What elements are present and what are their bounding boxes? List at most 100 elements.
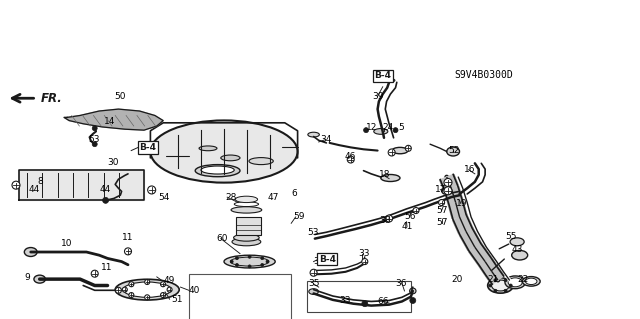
Ellipse shape bbox=[488, 278, 513, 293]
Text: FR.: FR. bbox=[41, 92, 63, 105]
Circle shape bbox=[167, 287, 172, 292]
Text: 36: 36 bbox=[396, 279, 407, 288]
Ellipse shape bbox=[512, 250, 528, 260]
Circle shape bbox=[145, 279, 150, 285]
Text: 33: 33 bbox=[339, 296, 351, 305]
Ellipse shape bbox=[383, 78, 395, 82]
Text: 49: 49 bbox=[163, 276, 175, 285]
Circle shape bbox=[362, 259, 368, 264]
Text: 17: 17 bbox=[435, 185, 447, 194]
Text: 53: 53 bbox=[307, 228, 319, 237]
Circle shape bbox=[92, 126, 97, 131]
Circle shape bbox=[12, 181, 20, 189]
Text: 34: 34 bbox=[320, 135, 332, 144]
Text: 54: 54 bbox=[159, 193, 170, 202]
Bar bbox=[307, 281, 411, 312]
Circle shape bbox=[92, 270, 98, 277]
Ellipse shape bbox=[447, 147, 460, 156]
Circle shape bbox=[122, 287, 127, 292]
Ellipse shape bbox=[201, 166, 234, 174]
Ellipse shape bbox=[249, 158, 273, 165]
Ellipse shape bbox=[410, 288, 416, 294]
Text: S9V4B0300D: S9V4B0300D bbox=[454, 70, 513, 80]
Circle shape bbox=[125, 248, 131, 255]
Circle shape bbox=[129, 293, 134, 298]
Text: 33: 33 bbox=[358, 249, 370, 258]
Text: 30: 30 bbox=[108, 158, 119, 167]
Circle shape bbox=[161, 282, 166, 287]
Circle shape bbox=[405, 145, 412, 151]
Circle shape bbox=[145, 295, 150, 300]
Circle shape bbox=[248, 255, 251, 258]
Ellipse shape bbox=[124, 282, 172, 297]
Text: B-4: B-4 bbox=[140, 143, 157, 152]
Ellipse shape bbox=[392, 147, 408, 154]
Text: 24: 24 bbox=[383, 123, 394, 132]
Text: 53: 53 bbox=[88, 135, 100, 144]
Circle shape bbox=[260, 257, 264, 260]
Text: 11: 11 bbox=[101, 263, 113, 272]
Bar bbox=[236, 217, 261, 235]
Ellipse shape bbox=[232, 238, 261, 246]
Text: 47: 47 bbox=[268, 193, 279, 202]
Text: 43: 43 bbox=[512, 245, 524, 254]
Text: 8: 8 bbox=[37, 177, 43, 186]
Polygon shape bbox=[440, 174, 504, 284]
Text: 9: 9 bbox=[24, 273, 30, 282]
Circle shape bbox=[504, 279, 507, 282]
Circle shape bbox=[509, 284, 512, 287]
Text: 66: 66 bbox=[378, 297, 389, 306]
Circle shape bbox=[248, 265, 251, 268]
Text: 57: 57 bbox=[436, 206, 448, 215]
Circle shape bbox=[438, 200, 445, 205]
Circle shape bbox=[161, 293, 166, 298]
Text: 11: 11 bbox=[122, 233, 133, 242]
Ellipse shape bbox=[150, 121, 298, 182]
Text: 51: 51 bbox=[172, 295, 183, 304]
Circle shape bbox=[310, 269, 317, 276]
Circle shape bbox=[348, 156, 354, 163]
Ellipse shape bbox=[24, 248, 37, 256]
Ellipse shape bbox=[308, 132, 319, 137]
Ellipse shape bbox=[505, 276, 525, 289]
Circle shape bbox=[410, 298, 416, 303]
Circle shape bbox=[362, 301, 368, 307]
Text: 31: 31 bbox=[314, 257, 325, 266]
Circle shape bbox=[444, 187, 452, 195]
Ellipse shape bbox=[224, 255, 275, 268]
Text: 20: 20 bbox=[451, 275, 463, 284]
Circle shape bbox=[494, 279, 497, 282]
Circle shape bbox=[386, 215, 392, 222]
Text: 12: 12 bbox=[366, 123, 378, 132]
Circle shape bbox=[230, 260, 233, 263]
Text: 28: 28 bbox=[225, 193, 237, 202]
Text: 21: 21 bbox=[488, 275, 499, 284]
Ellipse shape bbox=[34, 275, 45, 283]
Text: 18: 18 bbox=[379, 170, 390, 179]
Ellipse shape bbox=[195, 165, 240, 177]
Circle shape bbox=[129, 282, 134, 287]
Ellipse shape bbox=[199, 146, 217, 151]
Circle shape bbox=[236, 263, 239, 266]
Circle shape bbox=[260, 263, 264, 266]
Circle shape bbox=[364, 128, 369, 133]
Text: 57: 57 bbox=[436, 218, 448, 227]
Text: 60: 60 bbox=[216, 234, 228, 243]
Ellipse shape bbox=[234, 234, 259, 241]
Text: 50: 50 bbox=[114, 92, 125, 101]
Text: 40: 40 bbox=[189, 286, 200, 295]
Circle shape bbox=[504, 289, 507, 292]
Text: 59: 59 bbox=[293, 212, 305, 221]
Ellipse shape bbox=[381, 174, 400, 182]
Circle shape bbox=[413, 208, 419, 213]
Ellipse shape bbox=[442, 187, 454, 195]
Circle shape bbox=[388, 149, 395, 156]
Text: 16: 16 bbox=[464, 165, 476, 174]
Text: 55: 55 bbox=[506, 232, 517, 241]
Text: 41: 41 bbox=[402, 222, 413, 231]
Circle shape bbox=[115, 287, 122, 293]
Ellipse shape bbox=[236, 196, 258, 203]
Circle shape bbox=[92, 142, 97, 147]
Circle shape bbox=[266, 260, 269, 263]
Bar bbox=[189, 274, 291, 319]
